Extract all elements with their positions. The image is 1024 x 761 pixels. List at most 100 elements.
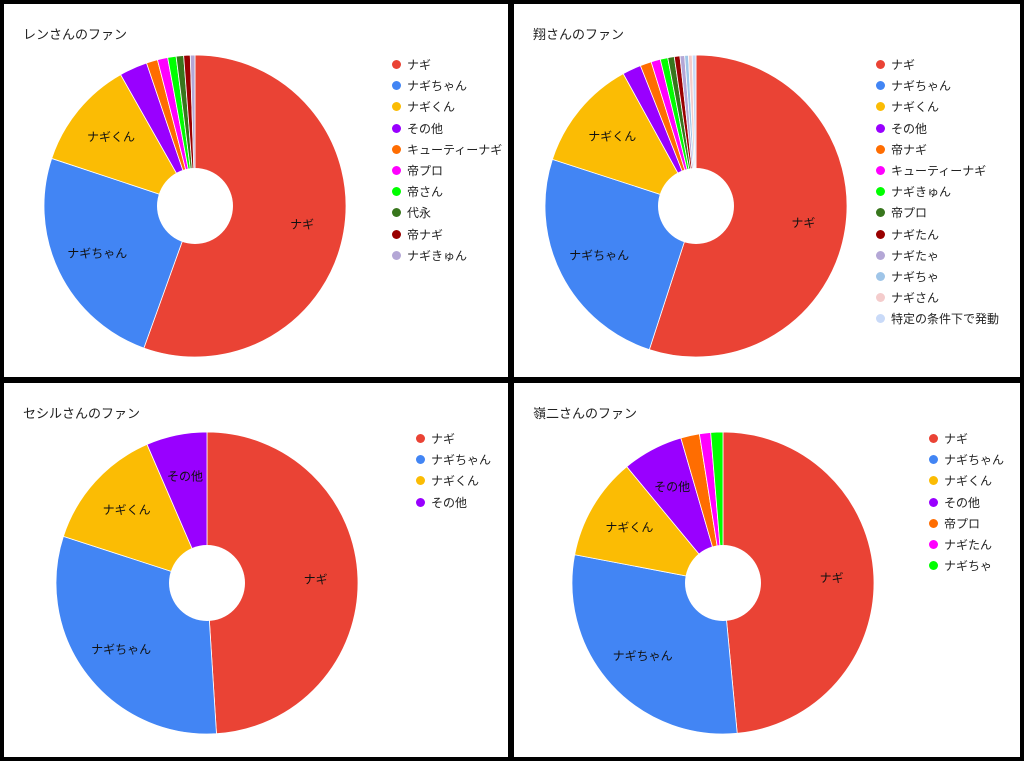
legend-item: ナギちゃ	[929, 555, 1004, 576]
legend-item: ナギたん	[929, 534, 1004, 555]
pie-slice	[62, 443, 208, 584]
legend-label: その他	[891, 121, 928, 136]
legend-item: 帝プロ	[929, 513, 1004, 534]
slice-label: ナギちゃん	[67, 247, 127, 261]
legend-item: 帝プロ	[876, 202, 999, 223]
legend-swatch	[929, 434, 938, 444]
legend-item: ナギちゃん	[876, 75, 999, 96]
legend-swatch	[876, 250, 885, 260]
pie-slice	[648, 54, 848, 358]
legend-swatch	[929, 518, 938, 528]
pie-slice	[206, 431, 359, 735]
legend-item: ナギ	[876, 54, 999, 75]
legend-swatch	[929, 455, 938, 465]
legend-swatch	[392, 229, 401, 239]
legend-swatch	[929, 561, 938, 571]
pie-slice	[722, 431, 875, 734]
slice-label: ナギちゃん	[91, 643, 151, 657]
legend-label: 帝さん	[407, 185, 444, 200]
legend-swatch	[876, 144, 885, 154]
legend-label: 帝プロ	[944, 516, 981, 531]
legend-item: ナギちゃん	[392, 75, 502, 96]
legend-label: その他	[407, 121, 444, 136]
legend-label: ナギちゃ	[891, 269, 940, 284]
legend-swatch	[416, 455, 425, 465]
donut-hole	[169, 545, 245, 621]
slice-label: ナギ	[290, 218, 314, 232]
legend-item: ナギくん	[876, 96, 999, 117]
chart-panel-reiji: 嶺二さんのファン ナギ ナギちゃん ナギくん その他 ナギ ナギちゃん ナギくん その他 帝プ…	[514, 383, 1020, 757]
slice-label: ナギくん	[87, 130, 135, 144]
legend-label: キューティーナギ	[891, 164, 987, 179]
legend-label: ナギ	[944, 432, 969, 447]
legend-swatch	[876, 229, 885, 239]
slice-label: ナギちゃん	[569, 248, 629, 262]
legend-swatch	[392, 144, 401, 154]
legend-label: 帝プロ	[407, 164, 444, 179]
chart-title: 嶺二さんのファン	[533, 407, 638, 422]
legend-label: ナギたん	[944, 538, 993, 553]
legend-swatch	[392, 166, 401, 176]
legend-item: ナギ	[929, 428, 1004, 449]
legend-label: ナギ	[891, 58, 916, 73]
legend-swatch	[392, 250, 401, 260]
donut-hole	[685, 545, 761, 621]
legend: ナギ ナギちゃん ナギくん その他	[416, 428, 491, 513]
legend-label: ナギくん	[407, 100, 456, 115]
slice-label: ナギ	[791, 216, 815, 230]
legend-swatch	[876, 166, 885, 176]
legend-label: ナギたん	[891, 227, 940, 242]
legend-item: ナギさん	[876, 287, 999, 308]
slice-label: ナギくん	[588, 130, 636, 144]
chart-title: レンさんのファン	[23, 28, 128, 43]
chart-panel-sho: 翔さんのファン ナギ ナギちゃん ナギくん ナギ ナギちゃん ナギくん その他 帝ナギ キュー…	[514, 4, 1020, 377]
pie-slice	[51, 74, 196, 207]
legend-label: ナギくん	[891, 100, 940, 115]
legend-item: ナギちゃん	[416, 449, 491, 470]
donut-hole	[157, 168, 233, 244]
legend-swatch	[392, 208, 401, 218]
legend-item: ナギちゃん	[929, 449, 1004, 470]
legend-label: ナギちゃん	[431, 453, 492, 468]
legend-label: ナギきゅん	[891, 185, 952, 200]
legend-label: その他	[431, 495, 468, 510]
slice-label: ナギくん	[605, 521, 653, 535]
legend-item: ナギたん	[876, 224, 999, 245]
legend-swatch	[392, 102, 401, 112]
legend-swatch	[416, 434, 425, 444]
legend-item: その他	[416, 492, 491, 513]
legend-item: その他	[929, 492, 1004, 513]
legend-swatch	[876, 81, 885, 91]
legend-label: キューティーナギ	[407, 142, 503, 157]
legend-item: ナギくん	[929, 470, 1004, 491]
legend-swatch	[876, 293, 885, 303]
legend-label: 代永	[407, 206, 432, 221]
legend-label: 帝プロ	[891, 206, 928, 221]
legend-item: ナギ	[416, 428, 491, 449]
legend-item: 特定の条件下で発動	[876, 308, 999, 329]
legend-swatch	[876, 123, 885, 133]
pie-slice	[574, 466, 725, 584]
legend-label: ナギ	[407, 58, 432, 73]
slice-label: ナギ	[820, 571, 844, 585]
legend-item: キューティーナギ	[392, 139, 502, 160]
legend-swatch	[876, 60, 885, 70]
donut-hole	[658, 168, 734, 244]
legend-label: 帝ナギ	[891, 142, 928, 157]
legend-swatch	[876, 271, 885, 281]
legend-swatch	[876, 187, 885, 197]
pie-slice	[551, 73, 697, 207]
legend-label: ナギちゃん	[891, 79, 952, 94]
legend-item: ナギきゅん	[876, 181, 999, 202]
legend-label: ナギくん	[944, 474, 993, 489]
legend-item: キューティーナギ	[876, 160, 999, 181]
legend-item: その他	[876, 118, 999, 139]
legend-swatch	[392, 60, 401, 70]
legend-swatch	[392, 123, 401, 133]
chart-panel-cecil: セシルさんのファン ナギ ナギちゃん ナギくん その他 ナギ ナギちゃん ナギくん その他	[4, 383, 508, 757]
legend-item: その他	[392, 118, 502, 139]
legend-item: 代永	[392, 202, 502, 223]
